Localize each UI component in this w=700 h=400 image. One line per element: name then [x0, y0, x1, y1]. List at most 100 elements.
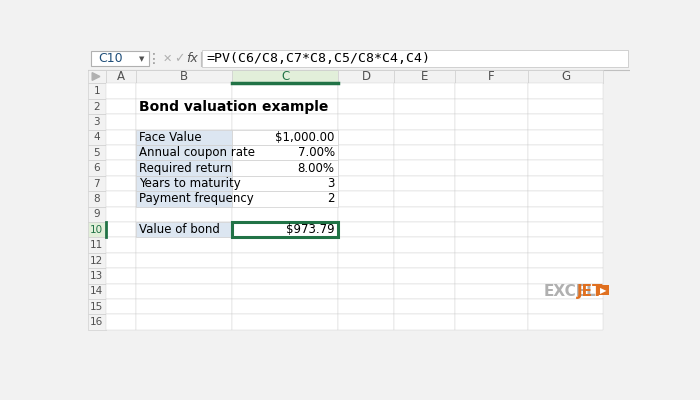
Text: D: D — [362, 70, 371, 83]
Bar — [338, 284, 394, 299]
Bar — [136, 238, 232, 253]
Bar — [106, 70, 136, 84]
Bar — [88, 114, 106, 130]
Text: JET: JET — [578, 284, 604, 299]
Bar — [394, 191, 455, 207]
Bar — [528, 253, 603, 268]
Text: ▼: ▼ — [139, 56, 144, 62]
Bar — [106, 314, 136, 330]
Bar — [338, 268, 394, 284]
Bar — [394, 253, 455, 268]
Bar — [232, 238, 338, 253]
Bar — [232, 299, 338, 314]
Bar — [136, 191, 232, 207]
Bar — [136, 70, 232, 84]
Bar — [106, 99, 136, 114]
Text: $973.79: $973.79 — [286, 223, 335, 236]
Bar — [136, 176, 232, 191]
Text: C10: C10 — [99, 52, 123, 65]
Bar — [106, 114, 136, 130]
Text: E: E — [421, 70, 428, 83]
Bar — [232, 191, 338, 207]
Bar — [338, 114, 394, 130]
Text: Annual coupon rate: Annual coupon rate — [139, 146, 255, 159]
Text: 15: 15 — [90, 302, 104, 312]
Bar — [88, 284, 106, 299]
Bar — [528, 207, 603, 222]
Bar — [528, 238, 603, 253]
Text: 11: 11 — [90, 240, 104, 250]
Bar — [136, 191, 232, 207]
Bar — [394, 176, 455, 191]
Text: 8.00%: 8.00% — [298, 162, 335, 175]
Bar — [455, 99, 528, 114]
Bar — [232, 176, 338, 191]
Bar — [136, 145, 232, 160]
Bar — [232, 268, 338, 284]
Bar — [455, 160, 528, 176]
Bar — [455, 70, 528, 84]
Text: fx: fx — [186, 52, 198, 65]
Text: 5: 5 — [94, 148, 100, 158]
Bar — [338, 70, 394, 84]
Bar — [106, 238, 136, 253]
Bar — [528, 284, 603, 299]
Bar — [106, 284, 136, 299]
Text: EXCEL: EXCEL — [543, 284, 596, 299]
Bar — [106, 84, 136, 99]
Bar — [88, 299, 106, 314]
Bar — [88, 70, 106, 84]
Text: Value of bond: Value of bond — [139, 223, 220, 236]
Bar — [232, 145, 338, 160]
Bar — [232, 222, 338, 238]
Bar — [338, 222, 394, 238]
Bar — [88, 238, 106, 253]
Bar — [232, 99, 338, 114]
Bar — [528, 299, 603, 314]
Bar — [136, 222, 232, 238]
Bar — [394, 70, 455, 84]
Bar — [455, 130, 528, 145]
Bar — [394, 160, 455, 176]
Text: Years to maturity: Years to maturity — [139, 177, 240, 190]
Bar — [455, 145, 528, 160]
Bar — [455, 207, 528, 222]
Bar — [455, 222, 528, 238]
Bar — [106, 207, 136, 222]
Bar — [88, 99, 106, 114]
Text: =PV(C6/C8,C7*C8,C5/C8*C4,C4): =PV(C6/C8,C7*C8,C5/C8*C4,C4) — [206, 52, 430, 65]
Bar — [528, 99, 603, 114]
Text: $1,000.00: $1,000.00 — [275, 131, 335, 144]
Bar — [136, 145, 232, 160]
Bar — [88, 268, 106, 284]
Bar — [106, 268, 136, 284]
Text: 14: 14 — [90, 286, 104, 296]
Bar — [455, 284, 528, 299]
Bar — [202, 50, 628, 67]
Text: C: C — [281, 70, 289, 83]
Bar — [232, 160, 338, 176]
Text: 3: 3 — [328, 177, 335, 190]
Text: 1: 1 — [94, 86, 100, 96]
Text: 9: 9 — [94, 209, 100, 219]
Bar — [338, 207, 394, 222]
Bar — [394, 299, 455, 314]
Bar — [136, 253, 232, 268]
Bar — [88, 176, 106, 191]
Bar — [394, 114, 455, 130]
Bar — [338, 299, 394, 314]
Bar — [455, 238, 528, 253]
Text: 16: 16 — [90, 317, 104, 327]
Bar — [106, 160, 136, 176]
Bar — [528, 84, 603, 99]
Bar — [232, 253, 338, 268]
Bar — [106, 299, 136, 314]
Bar — [136, 268, 232, 284]
Bar — [88, 222, 106, 238]
Bar — [528, 314, 603, 330]
Bar — [338, 84, 394, 99]
Bar — [394, 145, 455, 160]
Text: Face Value: Face Value — [139, 131, 202, 144]
Text: G: G — [561, 70, 570, 83]
Text: 2: 2 — [327, 192, 335, 206]
